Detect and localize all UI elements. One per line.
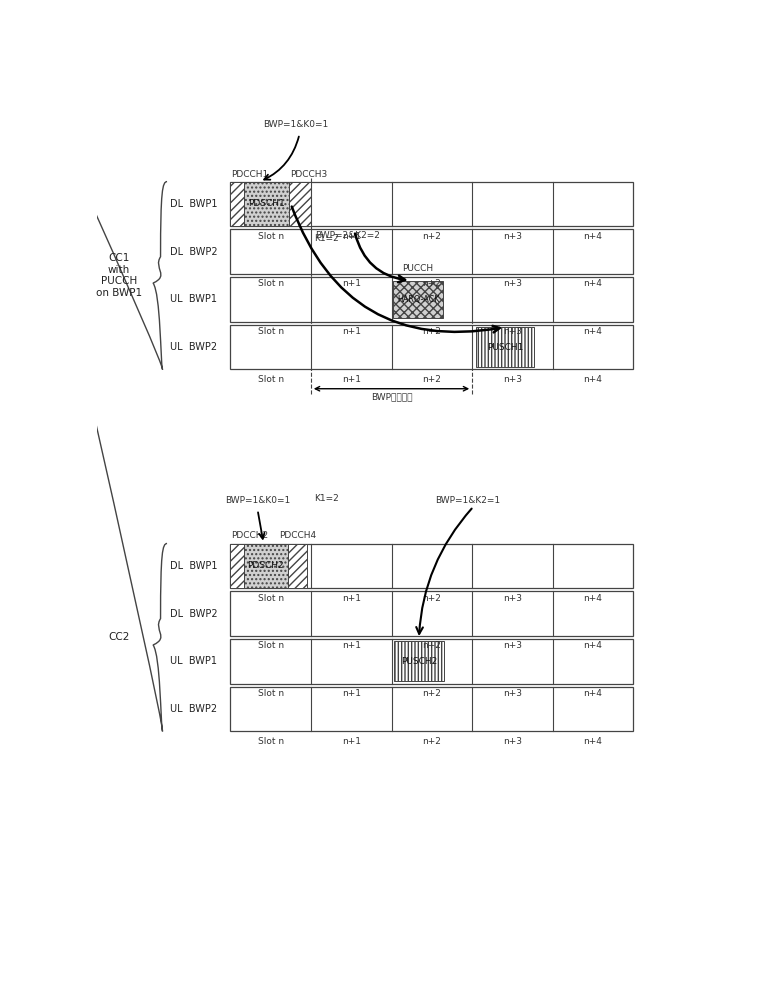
Text: PDSCH2: PDSCH2 bbox=[248, 561, 284, 570]
Bar bbox=[230, 182, 633, 226]
Text: BWP=1&K0=1: BWP=1&K0=1 bbox=[263, 120, 328, 129]
Text: K1=2: K1=2 bbox=[314, 494, 339, 503]
Text: n+4: n+4 bbox=[584, 279, 602, 288]
Bar bbox=[394, 641, 444, 681]
Text: BWP=2&K2=2: BWP=2&K2=2 bbox=[316, 231, 380, 240]
Bar bbox=[393, 281, 443, 318]
Text: n+2: n+2 bbox=[422, 594, 442, 603]
Text: n+2: n+2 bbox=[422, 232, 442, 241]
Text: Slot n: Slot n bbox=[258, 641, 284, 650]
Text: CC1
with
PUCCH
on BWP1: CC1 with PUCCH on BWP1 bbox=[95, 253, 142, 298]
Text: n+4: n+4 bbox=[584, 689, 602, 698]
Text: PUCCH: PUCCH bbox=[403, 264, 434, 273]
Text: K1=2: K1=2 bbox=[314, 234, 339, 243]
Text: BWP切换时间: BWP切换时间 bbox=[371, 393, 412, 402]
Bar bbox=[230, 182, 244, 226]
Text: DL  BWP2: DL BWP2 bbox=[169, 609, 217, 619]
Text: Slot n: Slot n bbox=[258, 327, 284, 336]
Bar bbox=[289, 182, 311, 226]
Text: n+2: n+2 bbox=[422, 375, 442, 384]
Text: n+4: n+4 bbox=[584, 232, 602, 241]
Text: n+2: n+2 bbox=[422, 641, 442, 650]
Text: n+4: n+4 bbox=[584, 327, 602, 336]
Text: n+1: n+1 bbox=[341, 594, 361, 603]
Text: n+3: n+3 bbox=[503, 279, 522, 288]
Bar bbox=[230, 544, 244, 588]
Text: n+3: n+3 bbox=[503, 737, 522, 746]
Bar bbox=[230, 325, 633, 369]
Bar bbox=[230, 639, 633, 684]
Text: Slot n: Slot n bbox=[258, 375, 284, 384]
Text: BWP=1&K2=1: BWP=1&K2=1 bbox=[435, 496, 500, 505]
Text: n+3: n+3 bbox=[503, 594, 522, 603]
Text: Slot n: Slot n bbox=[258, 689, 284, 698]
Text: n+1: n+1 bbox=[341, 641, 361, 650]
Text: n+1: n+1 bbox=[341, 279, 361, 288]
Text: PDCCH2: PDCCH2 bbox=[231, 531, 268, 540]
Text: HARQ-ACK: HARQ-ACK bbox=[397, 295, 439, 304]
Text: PDCCH4: PDCCH4 bbox=[279, 531, 316, 540]
Text: PUSCH2: PUSCH2 bbox=[400, 657, 437, 666]
Bar bbox=[244, 544, 288, 588]
Text: PUSCH1: PUSCH1 bbox=[487, 343, 523, 352]
Text: CC2: CC2 bbox=[108, 632, 130, 642]
Text: DL  BWP2: DL BWP2 bbox=[169, 247, 217, 257]
Bar bbox=[476, 327, 534, 367]
Text: UL  BWP2: UL BWP2 bbox=[170, 704, 217, 714]
Text: n+4: n+4 bbox=[584, 594, 602, 603]
Text: BWP=1&K0=1: BWP=1&K0=1 bbox=[225, 496, 290, 505]
Text: PDSCH1: PDSCH1 bbox=[248, 199, 285, 208]
Bar bbox=[230, 277, 633, 322]
Bar bbox=[230, 591, 633, 636]
Text: n+1: n+1 bbox=[341, 232, 361, 241]
Text: n+2: n+2 bbox=[422, 279, 442, 288]
Text: n+4: n+4 bbox=[584, 737, 602, 746]
Text: n+3: n+3 bbox=[503, 689, 522, 698]
Text: Slot n: Slot n bbox=[258, 279, 284, 288]
Text: n+1: n+1 bbox=[341, 689, 361, 698]
Text: n+3: n+3 bbox=[503, 641, 522, 650]
Text: n+3: n+3 bbox=[503, 232, 522, 241]
Bar bbox=[230, 687, 633, 731]
Text: n+1: n+1 bbox=[341, 327, 361, 336]
Text: PDCCH3: PDCCH3 bbox=[290, 170, 327, 179]
Bar bbox=[288, 544, 307, 588]
Text: n+1: n+1 bbox=[341, 737, 361, 746]
Text: Slot n: Slot n bbox=[258, 232, 284, 241]
Text: UL  BWP1: UL BWP1 bbox=[170, 294, 217, 304]
Text: Slot n: Slot n bbox=[258, 737, 284, 746]
Text: PDCCH1: PDCCH1 bbox=[231, 170, 268, 179]
Text: n+3: n+3 bbox=[503, 327, 522, 336]
Text: n+4: n+4 bbox=[584, 375, 602, 384]
Text: Slot n: Slot n bbox=[258, 594, 284, 603]
Text: n+2: n+2 bbox=[422, 327, 442, 336]
Text: n+2: n+2 bbox=[422, 689, 442, 698]
Text: n+3: n+3 bbox=[503, 375, 522, 384]
Text: n+4: n+4 bbox=[584, 641, 602, 650]
Text: DL  BWP1: DL BWP1 bbox=[170, 561, 217, 571]
Bar bbox=[244, 182, 289, 226]
Text: n+1: n+1 bbox=[341, 375, 361, 384]
Text: UL  BWP2: UL BWP2 bbox=[170, 342, 217, 352]
Text: DL  BWP1: DL BWP1 bbox=[170, 199, 217, 209]
Bar bbox=[230, 544, 633, 588]
Bar bbox=[230, 229, 633, 274]
Text: UL  BWP1: UL BWP1 bbox=[170, 656, 217, 666]
Text: n+2: n+2 bbox=[422, 737, 442, 746]
